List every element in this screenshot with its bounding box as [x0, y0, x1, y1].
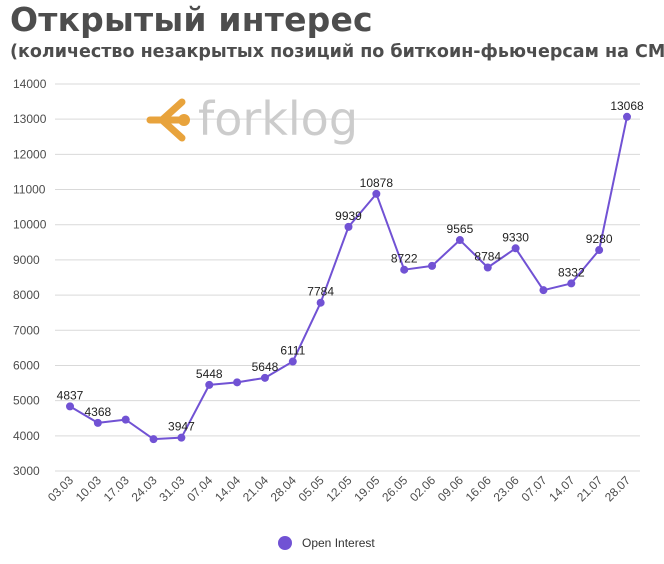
y-tick-label: 14000 [13, 77, 47, 91]
y-axis-ticks: 14000 13000 12000 11000 10000 9000 8000 7000 600… [13, 77, 47, 478]
x-tick-label: 12.05 [323, 473, 354, 504]
y-tick-label: 12000 [13, 147, 47, 161]
data-point [66, 402, 74, 411]
forklog-logo-text: forklog [198, 92, 358, 146]
x-axis-ticks: 03.0310.0317.0324.0331.0307.0414.0421.04… [45, 473, 633, 504]
data-label: 6111 [280, 344, 305, 358]
data-label: 5648 [252, 360, 279, 374]
data-point [511, 244, 520, 253]
x-tick-label: 31.03 [156, 473, 187, 504]
x-tick-label: 03.03 [45, 473, 76, 504]
data-label: 8722 [391, 252, 418, 266]
data-point [344, 222, 353, 231]
data-point [372, 189, 381, 198]
data-label: 9565 [447, 222, 474, 236]
x-tick-label: 19.05 [351, 473, 382, 504]
chart-grid [55, 83, 640, 472]
y-tick-label: 4000 [13, 429, 40, 443]
x-tick-label: 02.06 [407, 473, 438, 504]
x-tick-label: 07.07 [518, 473, 549, 504]
data-label: 7784 [307, 285, 334, 299]
series-line-open-interest [69, 116, 628, 441]
data-label: 4837 [57, 388, 84, 402]
x-tick-label: 14.04 [212, 473, 243, 504]
data-point [149, 435, 158, 444]
data-label: 8332 [558, 265, 585, 279]
data-point [205, 380, 214, 389]
data-point [428, 261, 437, 270]
data-label: 9280 [586, 232, 613, 246]
data-label: 9939 [335, 209, 362, 223]
data-point [177, 433, 186, 442]
y-tick-label: 8000 [13, 288, 40, 302]
y-tick-label: 13000 [13, 112, 47, 126]
y-tick-label: 11000 [13, 183, 46, 197]
data-label: 10878 [360, 176, 394, 190]
y-tick-label: 9000 [13, 253, 40, 267]
y-tick-label: 10000 [13, 218, 47, 232]
x-tick-label: 28.07 [602, 473, 633, 504]
data-point [400, 265, 409, 274]
forklog-arrow-icon [146, 98, 190, 142]
x-tick-label: 16.06 [463, 473, 494, 504]
data-points [66, 112, 631, 444]
page-subtitle: (количество незакрытых позиций по биткои… [10, 42, 664, 62]
x-tick-label: 21.04 [240, 473, 271, 504]
x-tick-label: 21.07 [574, 473, 605, 504]
data-label: 13068 [610, 99, 644, 113]
y-tick-label: 7000 [13, 323, 40, 337]
x-tick-label: 14.07 [546, 473, 577, 504]
data-point [233, 378, 242, 387]
series-line [69, 116, 628, 441]
data-point [121, 415, 130, 424]
data-point [539, 286, 548, 295]
y-tick-label: 5000 [13, 394, 40, 408]
x-tick-label: 24.03 [129, 473, 160, 504]
x-tick-label: 05.05 [296, 473, 327, 504]
data-point [595, 246, 604, 255]
data-point [93, 418, 102, 427]
x-tick-label: 23.06 [491, 473, 522, 504]
forklog-logo: forklog [146, 92, 358, 146]
y-tick-label: 6000 [13, 358, 40, 372]
data-point [316, 298, 325, 307]
data-point [455, 236, 464, 245]
legend-marker [278, 536, 292, 550]
data-label: 8784 [474, 250, 501, 264]
data-point [288, 357, 297, 366]
x-tick-label: 26.05 [379, 473, 410, 504]
x-tick-label: 09.06 [435, 473, 466, 504]
data-point [567, 279, 576, 288]
x-tick-label: 10.03 [73, 473, 104, 504]
data-label: 5448 [196, 367, 223, 381]
legend-label: Open Interest [302, 536, 375, 550]
data-point [623, 112, 631, 121]
x-tick-label: 28.04 [268, 473, 299, 504]
x-tick-label: 07.04 [184, 473, 215, 504]
data-label: 9330 [502, 230, 529, 244]
y-tick-label: 3000 [13, 464, 40, 478]
data-label: 4368 [84, 405, 111, 419]
data-point [483, 263, 492, 272]
page-title: Открытый интерес [10, 0, 373, 39]
legend: Open Interest [278, 536, 375, 550]
x-tick-label: 17.03 [101, 473, 132, 504]
data-label: 3947 [168, 420, 195, 434]
data-point [260, 373, 269, 382]
